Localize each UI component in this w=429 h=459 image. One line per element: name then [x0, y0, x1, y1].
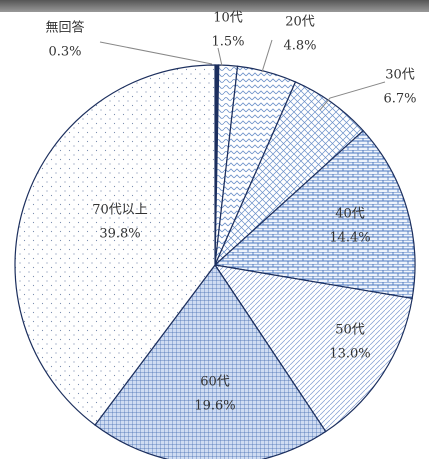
slice-label: 30代 — [385, 68, 415, 83]
value-label: 4.8% — [283, 39, 316, 54]
pie-slice — [94, 263, 327, 459]
pie-slice — [213, 264, 413, 433]
value-label: 0.3% — [48, 45, 81, 60]
value-label: 6.7% — [383, 92, 416, 107]
slice-label: 40代 — [335, 207, 365, 222]
value-label: 19.6% — [194, 399, 235, 414]
value-label: 39.8% — [99, 227, 140, 242]
leader-lines — [99, 39, 386, 111]
slice-label: 50代 — [335, 323, 365, 338]
slice-label: 10代 — [213, 11, 243, 26]
value-label: 14.4% — [329, 231, 370, 246]
slice-label: 無回答 — [45, 20, 84, 36]
slice-label: 60代 — [200, 375, 230, 390]
value-label: 13.0% — [329, 347, 370, 362]
top-band — [0, 0, 429, 12]
value-label: 1.5% — [211, 35, 244, 50]
pie-slice — [14, 64, 216, 426]
pie-slice — [213, 129, 416, 300]
slice-label: 70代以上 — [92, 203, 148, 218]
slice-label: 20代 — [285, 15, 315, 30]
